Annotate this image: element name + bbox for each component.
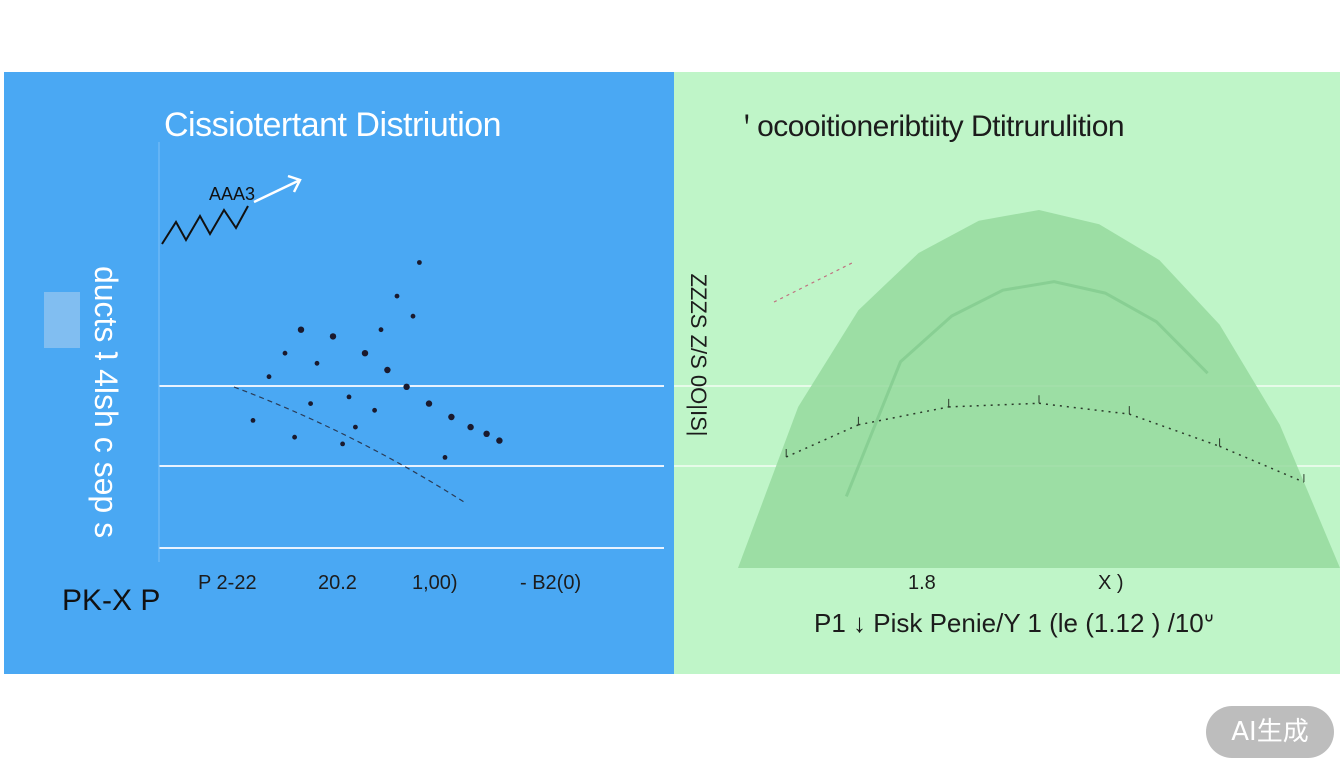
left-xtick-1: P 2-22 — [198, 572, 257, 594]
right-chart-xlabel: P1 ↓ Pisk Penie/Y 1 (le (1.12 ) /10ᐡ — [814, 608, 1214, 638]
left-chart-corner-label: PK-X P — [62, 584, 161, 617]
left-scatter-point — [417, 260, 422, 265]
right-dotted-curve-segment — [948, 402, 1040, 408]
right-chart-title: ꞌ ocooitioneribtiity Dtitrurulition — [744, 110, 1125, 143]
left-xtick-3: 1,00) — [412, 572, 458, 594]
left-scatter-point — [314, 360, 320, 366]
left-scatter-point — [250, 418, 256, 423]
left-smudge-icon — [44, 292, 80, 348]
left-zigzag-scribble — [161, 205, 249, 245]
left-annotation: AAA3 — [209, 184, 255, 204]
left-scatter-point — [308, 401, 313, 406]
right-xtick-1: 1.8 — [908, 572, 936, 594]
right-area-fill — [738, 210, 1340, 568]
left-arrow-icon — [253, 174, 302, 204]
left-chart-plot: AAA3 — [44, 142, 664, 562]
left-scatter-point — [425, 400, 433, 407]
left-scatter-point — [410, 313, 416, 319]
left-scatter-point — [353, 424, 358, 430]
left-chart-panel: AAA3 Cissiotertant Distriution ducts ʇ 4… — [4, 72, 674, 674]
left-scatter-point — [394, 293, 400, 299]
right-area-ridge — [844, 280, 1209, 497]
right-chart-plot — [674, 210, 1340, 568]
left-scatter-point — [297, 326, 305, 333]
left-scatter-point — [384, 366, 391, 374]
left-scatter-point — [467, 423, 474, 431]
left-scatter-point — [448, 413, 455, 421]
left-scatter-point — [340, 441, 345, 447]
left-scatter-point — [378, 327, 384, 333]
left-scatter-point — [329, 333, 337, 340]
left-scatter-point — [292, 434, 297, 440]
left-scatter-point — [282, 350, 288, 356]
right-dotted-curve-segment — [1219, 445, 1305, 483]
left-scatter-point — [346, 394, 352, 400]
ai-generated-badge: AI生成 — [1206, 706, 1334, 758]
right-dotted-curve-segment — [1038, 402, 1130, 415]
right-dotted-curve-segment — [858, 406, 949, 426]
left-scatter-point — [496, 437, 503, 444]
left-scatter-point — [361, 350, 369, 357]
left-scatter-point — [266, 374, 272, 380]
left-scatter-point — [483, 430, 490, 437]
right-dotted-curve-segment — [1129, 413, 1220, 448]
right-chart-panel: ꞌ ocooitioneribtiity Dtitrurulition ZZZS… — [674, 72, 1340, 674]
left-scatter-point — [372, 407, 377, 413]
right-chart-ylabel: ZZZS Z/S 0O|IS| — [686, 273, 711, 437]
left-chart-title: Cissiotertant Distriution — [164, 106, 502, 144]
left-trend-line — [233, 386, 465, 503]
left-chart-ylabel: ducts ʇ 4lsh c sǝp s — [88, 265, 124, 539]
left-xtick-2: 20.2 — [318, 572, 357, 594]
left-xtick-4: - B2(0) — [520, 572, 582, 594]
right-xtick-2: X ) — [1098, 572, 1124, 594]
right-scribble-icon — [773, 261, 855, 303]
left-scatter-point — [403, 383, 410, 390]
left-scatter-point — [442, 455, 448, 460]
